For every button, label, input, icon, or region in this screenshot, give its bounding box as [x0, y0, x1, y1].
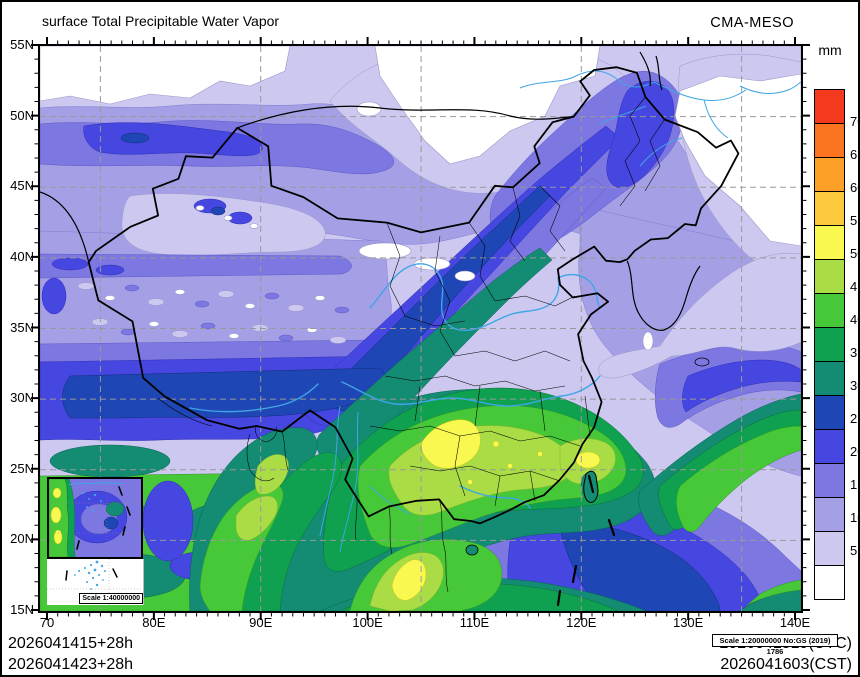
province-borders [369, 96, 665, 507]
colorbar-cell [814, 429, 845, 464]
lat-tick-label: 40N [10, 248, 34, 264]
inset-islands-canvas [47, 559, 142, 605]
lat-tick-label: 30N [10, 390, 34, 406]
colorbar-tick-label: 10 [850, 510, 858, 525]
colorbar: 70 65 60 55 50 45 40 35 30 25 20 15 10 5 [814, 89, 858, 600]
colorbar-cell [814, 225, 845, 260]
country-borders [40, 51, 740, 607]
lon-tick-label: 70 [39, 615, 55, 630]
lon-tick-label: 90E [249, 615, 273, 630]
colorbar-tick-label: 5 [850, 543, 858, 558]
colorbar-cell [814, 259, 845, 294]
run-time-cst: 2026041423+28h [8, 656, 134, 673]
colorbar-unit-label: mm [818, 42, 842, 58]
lat-tick-label: 45N [10, 178, 34, 194]
page-title: surface Total Precipitable Water Vapor [42, 13, 280, 29]
inset-map: Scale 1:40000000 [47, 477, 144, 605]
colorbar-tick-label: 45 [850, 279, 858, 294]
valid-time-cst: 2026041603(CST) [720, 656, 852, 673]
colorbar-tick-label: 60 [850, 180, 858, 195]
lat-tick-label: 20N [10, 531, 34, 547]
colorbar-cell [814, 89, 845, 124]
inset-map-canvas [48, 478, 141, 558]
colorbar-tick-label: 65 [850, 147, 858, 162]
colorbar-tick-label: 35 [850, 345, 858, 360]
inset-scale-label: Scale 1:40000000 [79, 593, 143, 604]
map-canvas [40, 46, 801, 611]
colorbar-tick-label: 55 [850, 213, 858, 228]
inset-map-panel [47, 477, 143, 559]
tibet-speckles [77, 282, 350, 344]
colorbar-tick-label: 40 [850, 312, 858, 327]
colorbar-cell [814, 497, 845, 532]
colorbar-tick-label: 25 [850, 411, 858, 426]
lon-tick-label: 100E [352, 615, 383, 630]
colorbar-tick-label: 50 [850, 246, 858, 261]
colorbar-cell [814, 565, 845, 600]
colorbar-cell [814, 123, 845, 158]
lat-tick-label: 35N [10, 319, 34, 335]
model-label: CMA-MESO [710, 15, 794, 31]
footer-run-times: 2026041415+28h 2026041423+28h [8, 633, 133, 675]
colorbar-tick-label: 15 [850, 477, 858, 492]
colorbar-cell [814, 191, 845, 226]
colorbar-cell [814, 293, 845, 328]
run-time-utc: 2026041415+28h [8, 635, 134, 652]
rivers [189, 70, 801, 553]
colorbar-tick-label: 30 [850, 378, 858, 393]
lat-tick-label: 50N [10, 107, 34, 123]
colorbar-tick-label: 20 [850, 444, 858, 459]
lat-tick-label: 55N [10, 37, 34, 52]
colorbar-cell [814, 157, 845, 192]
lon-tick-label: 80E [142, 615, 166, 630]
colorbar-cell [814, 395, 845, 430]
lon-tick-label: 110E [459, 615, 490, 630]
colorbar-cell [814, 327, 845, 362]
graticule-gridlines [40, 46, 801, 611]
colorbar-cell [814, 463, 845, 498]
map-frame: Scale 1:20000000 No:GS (2019) 1786 [38, 44, 838, 656]
scale-label: Scale 1:20000000 No:GS (2019) 1786 [712, 634, 838, 656]
lon-tick-label: 130E [672, 615, 704, 630]
nine-dash-line [556, 474, 616, 607]
lon-tick-label: 140E [779, 615, 811, 630]
lat-tick-label: 25N [10, 460, 34, 476]
lon-tick-label: 120E [566, 615, 597, 630]
lat-tick-label: 15N [10, 602, 34, 617]
colorbar-cell [814, 361, 845, 396]
colorbar-cell [814, 531, 845, 566]
colorbar-tick-label: 70 [850, 114, 858, 129]
